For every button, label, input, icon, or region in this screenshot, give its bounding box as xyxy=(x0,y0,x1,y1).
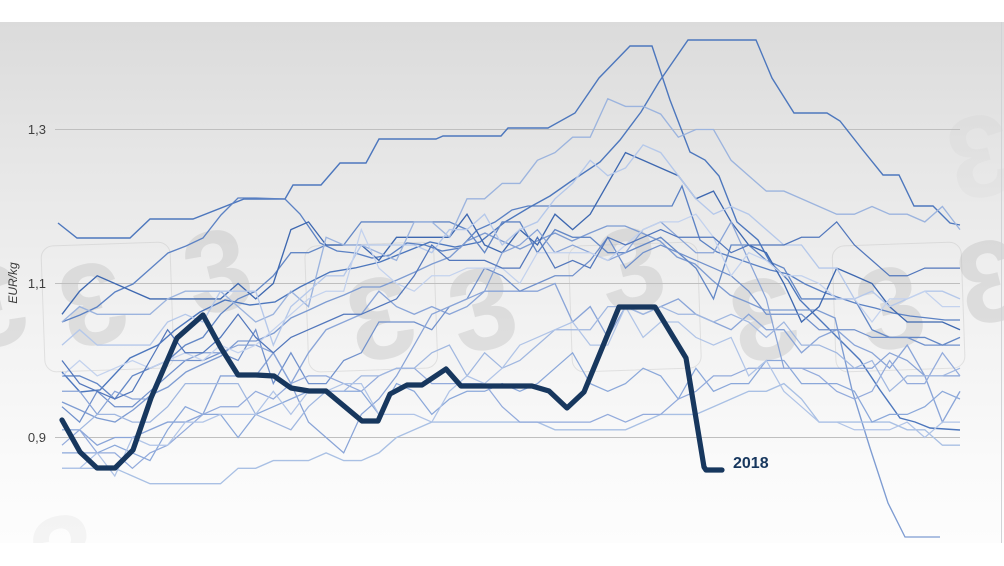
svg-text:0,9: 0,9 xyxy=(28,430,46,445)
svg-text:1,1: 1,1 xyxy=(28,276,46,291)
svg-text:1,3: 1,3 xyxy=(28,122,46,137)
svg-text:2018: 2018 xyxy=(733,455,769,472)
svg-text:EUR/kg: EUR/kg xyxy=(6,262,20,304)
